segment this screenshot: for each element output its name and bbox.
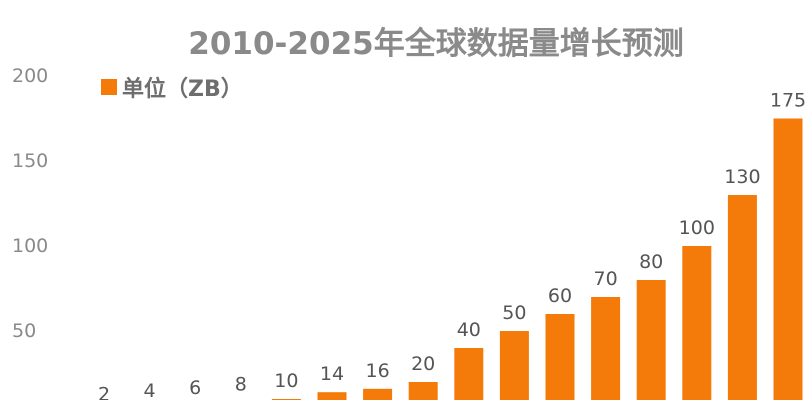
bar-2022 <box>636 280 666 400</box>
data-label-2021: 70 <box>594 268 618 290</box>
data-label-2010: 2 <box>98 384 110 400</box>
bars <box>271 118 803 400</box>
bar-2021 <box>591 297 621 400</box>
data-label-2018: 40 <box>457 319 481 341</box>
bar-2023 <box>682 246 712 400</box>
bar-2020 <box>545 314 575 400</box>
bar-2015 <box>317 392 347 400</box>
y-tick-200: 200 <box>12 65 48 87</box>
data-label-2017: 20 <box>411 353 435 375</box>
data-label-2012: 6 <box>189 377 201 399</box>
legend-swatch <box>101 79 117 95</box>
y-tick-50: 50 <box>12 320 36 342</box>
y-axis: 200 150 100 50 <box>12 65 48 342</box>
data-label-2022: 80 <box>639 251 663 273</box>
data-label-2023: 100 <box>679 217 715 239</box>
y-tick-100: 100 <box>12 235 48 257</box>
bar-2018 <box>454 348 484 400</box>
bar-2016 <box>363 388 393 400</box>
bar-2024 <box>727 195 757 400</box>
data-label-2014: 10 <box>274 370 298 392</box>
data-label-2020: 60 <box>548 285 572 307</box>
legend: 单位（ZB） <box>101 76 243 102</box>
y-tick-150: 150 <box>12 150 48 172</box>
data-label-2013: 8 <box>235 373 247 395</box>
data-label-2024: 130 <box>724 166 760 188</box>
legend-label: 单位（ZB） <box>122 76 243 102</box>
bar-2025 <box>773 118 803 400</box>
data-label-2025: 175 <box>770 90 806 112</box>
data-label-2015: 14 <box>320 363 344 385</box>
chart-title: 2010-2025年全球数据量增长预测 <box>188 26 683 62</box>
data-label-2019: 50 <box>502 302 526 324</box>
bar-2017 <box>408 382 438 400</box>
data-label-2011: 4 <box>144 380 156 400</box>
bar-2019 <box>499 331 529 400</box>
data-label-2016: 16 <box>366 360 390 382</box>
data-labels: 2 4 6 8 10 14 16 20 40 50 60 70 80 100 130 175 <box>98 90 806 400</box>
